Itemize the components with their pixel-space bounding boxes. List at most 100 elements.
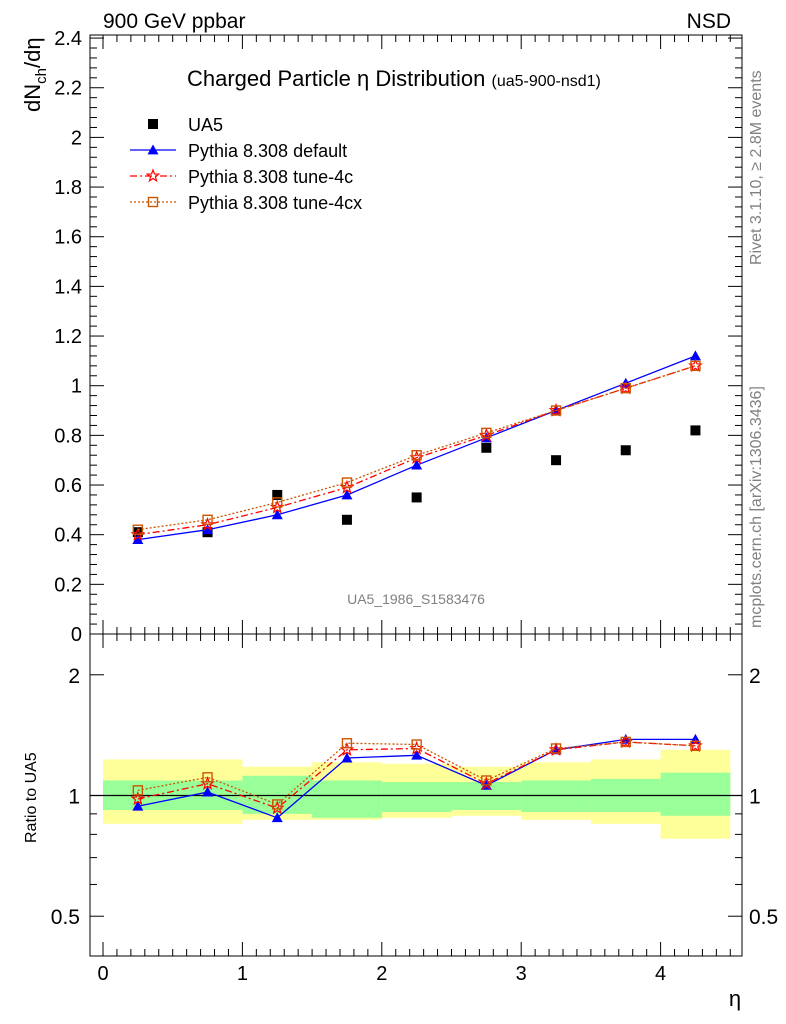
data-point [132,800,144,811]
main-panel: 0 0.2 0.4 0.6 0.8 1 1.2 1.4 1.6 1.8 2 2.2 2.4dNch/dη… [20,28,743,646]
ratio-y-axis-label: Ratio to UA5 [23,752,40,843]
data-point [132,785,144,796]
data-point [481,427,492,439]
data-point [411,450,422,461]
series-line [137,741,696,806]
y-tick-label: 2.4 [54,28,82,50]
data-point [271,812,283,823]
data-point [481,442,492,453]
band-1sigma [521,780,591,812]
data-point [202,524,214,535]
data-point [132,534,144,545]
y-tick-label: 1.2 [54,326,82,348]
data-point [202,772,213,783]
data-point [272,497,283,508]
y-tick-label: 2.2 [54,78,82,100]
y-tick-label: 0.6 [54,475,82,497]
legend-item: UA5 [148,115,223,135]
mcplots-label: mcplots.cern.ch [arXiv:1306.3436] [748,386,765,628]
ratio-y-tick-label-right: 2 [749,665,761,688]
data-point [272,489,283,500]
y-tick-label: 1.6 [54,227,82,249]
legend-item: Pythia 8.308 default [130,141,347,161]
uncertainty-bands [103,749,731,839]
data-point [341,477,353,488]
data-point [132,524,144,535]
band-1sigma [660,772,731,816]
x-tick-label: 1 [237,963,248,985]
legend-marker [147,144,159,155]
data-point [341,489,353,500]
y-tick-label: 1.4 [54,276,82,298]
legend-item: Pythia 8.308 tune-4c [130,167,353,187]
x-tick-label: 2 [376,963,387,985]
series-line [137,365,696,531]
analysis-label: UA5_1986_S1583476 [347,591,485,607]
ratio-y-tick-label: 2 [68,665,80,688]
ratio-y-tick-label: 0.5 [51,906,80,929]
chart-title: Charged Particle η Distribution (ua5-900… [187,66,601,91]
data-point [411,739,422,750]
legend-label: Pythia 8.308 default [188,141,347,161]
data-point [411,459,423,470]
legend-marker [148,119,158,129]
y-tick-label: 2 [71,127,82,149]
ratio-series-pythia-8-308-tune-4cx [132,736,701,810]
y-tick-label: 1 [71,376,82,398]
ratio-y-tick-label: 1 [68,786,80,809]
data-point [341,738,353,749]
y-tick-label: 1.8 [54,177,82,199]
header-left: 900 GeV ppbar [103,10,245,33]
x-tick-label: 4 [655,963,666,985]
legend-marker [145,168,161,183]
legend-item: Pythia 8.308 tune-4cx [130,193,362,213]
data-point [620,733,632,744]
series-line [137,355,696,541]
data-point [481,775,492,786]
rivet-label: Rivet 3.1.10, ≥ 2.8M events [748,70,765,265]
ratio-y-tick-label-right: 0.5 [749,906,778,929]
legend-label: Pythia 8.308 tune-4c [188,167,353,187]
data-point [620,445,631,456]
data-point [689,350,701,361]
series-pythia-8-308-default [132,350,701,545]
y-axis-label: dNch/dη [20,37,50,112]
data-point [411,492,422,503]
x-axis-label: η [729,986,741,1011]
data-point [202,514,213,525]
ratio-panel: 0.5 0.5 1 1 2 2 Ratio to UA5 0 1 2 3 4 η [23,633,778,1011]
y-tick-label: 0 [71,624,82,646]
data-point [550,743,562,754]
data-point [690,740,701,752]
data-point [271,509,283,520]
band-1sigma [381,782,452,812]
x-tick-label: 3 [516,963,527,985]
data-point [130,791,146,806]
y-tick-label: 0.4 [54,525,82,547]
data-point [690,425,701,436]
data-point [202,786,214,797]
data-point [690,360,701,372]
legend-label: Pythia 8.308 tune-4cx [188,193,362,213]
y-tick-label: 0.8 [54,425,82,447]
ratio-y-tick-label-right: 1 [749,786,761,809]
data-point [620,382,631,394]
y-tick-label: 0.2 [54,574,82,596]
x-tick-label: 0 [97,963,108,985]
series-pythia-8-308-tune-4cx [132,360,701,535]
data-point [620,736,631,748]
data-point [551,455,562,466]
data-point [272,799,283,810]
legend: UA5 Pythia 8.308 default Pythia 8.308 tune… [130,115,362,213]
legend-marker [147,196,159,208]
legend-label: UA5 [188,115,223,135]
data-point [132,527,143,538]
data-point [550,405,562,416]
band-1sigma [312,780,382,818]
series-ua5 [132,425,701,538]
data-point [411,749,423,760]
data-point [341,752,353,763]
header-right: NSD [687,10,731,33]
data-point [341,514,352,525]
